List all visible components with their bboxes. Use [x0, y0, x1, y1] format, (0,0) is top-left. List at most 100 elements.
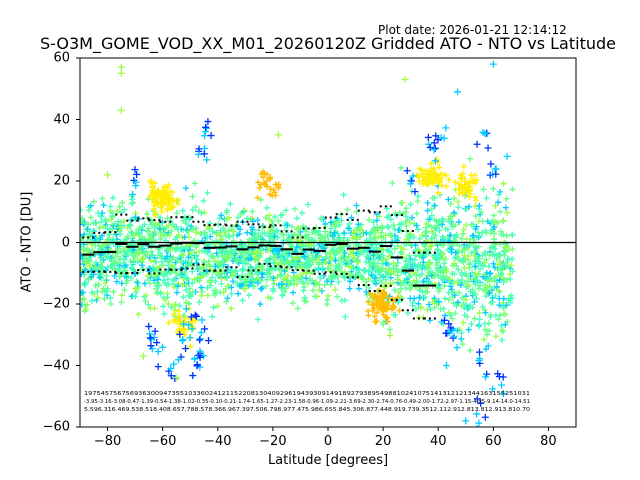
- scatter-point: [440, 316, 448, 324]
- scatter-point: [82, 279, 89, 286]
- scatter-point: [161, 310, 168, 317]
- scatter-point: [435, 298, 443, 306]
- scatter-point: [218, 250, 225, 257]
- scatter-point: [195, 351, 203, 359]
- scatter-point: [151, 327, 159, 335]
- scatter-point: [159, 262, 166, 269]
- scatter-point: [396, 307, 403, 314]
- scatter-point: [151, 228, 158, 235]
- scatter-point: [294, 275, 301, 282]
- scatter-point: [498, 337, 505, 344]
- scatter-point: [440, 242, 447, 249]
- scatter-point: [165, 181, 172, 188]
- scatter-point: [462, 417, 470, 425]
- scatter-point: [428, 223, 435, 230]
- scatter-point: [130, 253, 137, 260]
- scatter-point: [266, 232, 273, 239]
- scatter-point: [294, 305, 301, 312]
- scatter-point: [88, 274, 95, 281]
- scatter-point: [425, 140, 433, 148]
- scatter-point: [390, 222, 397, 229]
- scatter-point: [383, 205, 390, 212]
- scatter-point: [193, 259, 200, 266]
- scatter-point: [115, 260, 122, 267]
- scatter-point: [266, 191, 273, 198]
- scatter-point: [365, 298, 372, 305]
- scatter-point: [447, 312, 454, 319]
- scatter-point: [468, 249, 475, 256]
- scatter-point: [326, 250, 333, 257]
- scatter-point: [450, 195, 457, 202]
- scatter-point: [503, 232, 510, 239]
- scatter-point: [326, 230, 333, 237]
- scatter-point: [471, 298, 478, 305]
- scatter-point: [201, 209, 208, 216]
- scatter-point: [339, 297, 346, 304]
- scatter-point: [427, 306, 434, 313]
- scatter-point: [214, 258, 221, 265]
- scatter-point: [198, 316, 206, 324]
- scatter-point: [173, 209, 180, 216]
- scatter-point: [147, 305, 154, 312]
- scatter-point: [113, 278, 120, 285]
- scatter-point: [97, 266, 104, 273]
- scatter-point: [406, 219, 413, 226]
- scatter-point: [142, 297, 149, 304]
- scatter-point: [509, 231, 516, 238]
- scatter-point: [255, 252, 262, 259]
- scatter-point: [353, 250, 360, 257]
- scatter-point: [486, 252, 493, 259]
- scatter-point: [80, 243, 85, 250]
- scatter-point: [182, 274, 189, 281]
- scatter-point: [135, 226, 142, 233]
- scatter-point: [112, 259, 119, 266]
- scatter-point: [189, 226, 196, 233]
- scatter-point: [89, 247, 96, 254]
- scatter-point: [204, 233, 211, 240]
- scatter-point: [356, 251, 363, 258]
- scatter-point: [387, 216, 394, 223]
- scatter-point: [374, 301, 381, 308]
- scatter-point: [193, 252, 200, 259]
- scatter-point: [174, 256, 181, 263]
- scatter-point: [254, 248, 261, 255]
- scatter-point: [85, 276, 92, 283]
- scatter-point: [481, 306, 488, 313]
- scatter-point: [496, 302, 503, 309]
- scatter-point: [180, 294, 187, 301]
- scatter-point: [85, 257, 92, 264]
- scatter-point: [291, 205, 298, 212]
- scatter-point: [418, 264, 425, 271]
- scatter-point: [193, 229, 200, 236]
- scatter-point: [100, 202, 107, 209]
- scatter-point: [476, 233, 483, 240]
- y-tick-label: −40: [42, 358, 70, 373]
- scatter-point: [467, 155, 474, 162]
- scatter-point: [229, 270, 236, 277]
- scatter-point: [459, 276, 466, 283]
- scatter-point: [179, 335, 187, 343]
- y-tick-label: 60: [53, 50, 70, 66]
- scatter-point: [491, 264, 498, 271]
- scatter-point: [80, 295, 87, 302]
- scatter-point: [167, 372, 175, 380]
- scatter-point: [261, 230, 268, 237]
- scatter-point: [159, 343, 167, 351]
- scatter-point: [407, 273, 414, 280]
- scatter-point: [394, 242, 401, 249]
- scatter-point: [496, 188, 503, 195]
- scatter-point: [447, 276, 454, 283]
- scatter-point: [220, 289, 227, 296]
- scatter-point: [149, 191, 156, 198]
- scatter-point: [217, 259, 224, 266]
- scatter-point: [419, 231, 426, 238]
- scatter-point: [370, 226, 377, 233]
- scatter-point: [282, 274, 289, 281]
- scatter-point: [223, 209, 230, 216]
- scatter-point: [427, 269, 434, 276]
- scatter-point: [167, 364, 175, 372]
- scatter-point: [153, 285, 160, 292]
- scatter-point: [143, 210, 150, 217]
- scatter-point: [179, 282, 186, 289]
- scatter-point: [416, 235, 423, 242]
